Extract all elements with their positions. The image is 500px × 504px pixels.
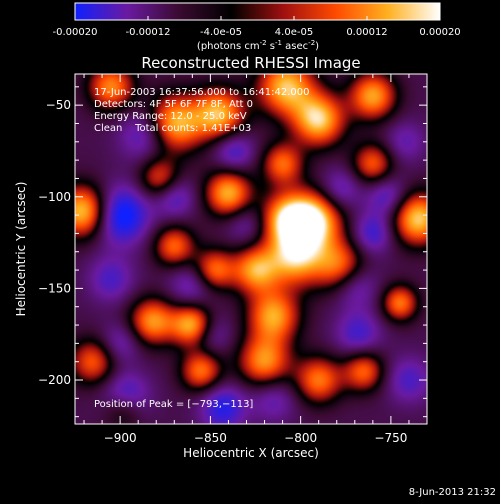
chart-title: Reconstructed RHESSI Image <box>141 54 360 72</box>
colorbar-frame <box>74 2 441 21</box>
colorbar-tick-label: -4.0e-05 <box>200 27 242 38</box>
y-tick-label: −150 <box>38 281 71 295</box>
x-axis-label: Heliocentric X (arcsec) <box>183 446 319 460</box>
colorbar-tick-label: -0.00012 <box>126 27 171 38</box>
observation-info: 17-Jun-2003 16:37:56.000 to 16:41:42.000… <box>94 87 310 134</box>
x-axis-tick-labels: −900 −850 −800 −750 <box>104 431 408 445</box>
energy-range-label: Energy Range: 12.0 - 25.0 keV <box>94 111 247 122</box>
colorbar-tick-labels: -0.00020 -0.00012 -4.0e-05 4.0e-05 0.00012 0.… <box>53 27 461 38</box>
peak-position-label: Position of Peak = [−793,−113] <box>94 399 253 410</box>
x-tick-label: −850 <box>194 431 227 445</box>
x-tick-label: −800 <box>284 431 317 445</box>
plot-frame <box>74 73 428 425</box>
heatmap-image <box>75 74 427 424</box>
colorbar-tick-label: -0.00020 <box>53 27 98 38</box>
colorbar: -0.00020 -0.00012 -4.0e-05 4.0e-05 0.00012 0.… <box>53 2 461 52</box>
colorbar-unit-label: (photons cm-2 s-1 asec-2) <box>197 39 319 52</box>
detectors-label: Detectors: 4F 5F 6F 7F 8F, Att 0 <box>94 99 253 110</box>
method-counts-label: Clean Total counts: 1.41E+03 <box>94 123 251 134</box>
y-axis-label: Heliocentric Y (arcsec) <box>14 182 28 317</box>
y-tick-label: −50 <box>46 98 71 112</box>
x-tick-label: −750 <box>374 431 407 445</box>
y-tick-label: −100 <box>38 190 71 204</box>
colorbar-gradient <box>75 3 440 20</box>
colorbar-tick-label: 0.00012 <box>346 27 387 38</box>
colorbar-ticks <box>74 16 441 20</box>
x-axis-ticks <box>83 74 428 424</box>
footer-timestamp: 8-Jun-2013 21:32 <box>409 487 496 498</box>
colorbar-tick-label: 0.00020 <box>419 27 460 38</box>
y-tick-label: −200 <box>38 373 71 387</box>
colorbar-tick-label: 4.0e-05 <box>275 27 313 38</box>
y-axis-ticks <box>75 86 427 418</box>
y-axis-tick-labels: −50 −100 −150 −200 <box>38 98 71 387</box>
x-tick-label: −900 <box>104 431 137 445</box>
time-range-label: 17-Jun-2003 16:37:56.000 to 16:41:42.000 <box>94 87 310 98</box>
